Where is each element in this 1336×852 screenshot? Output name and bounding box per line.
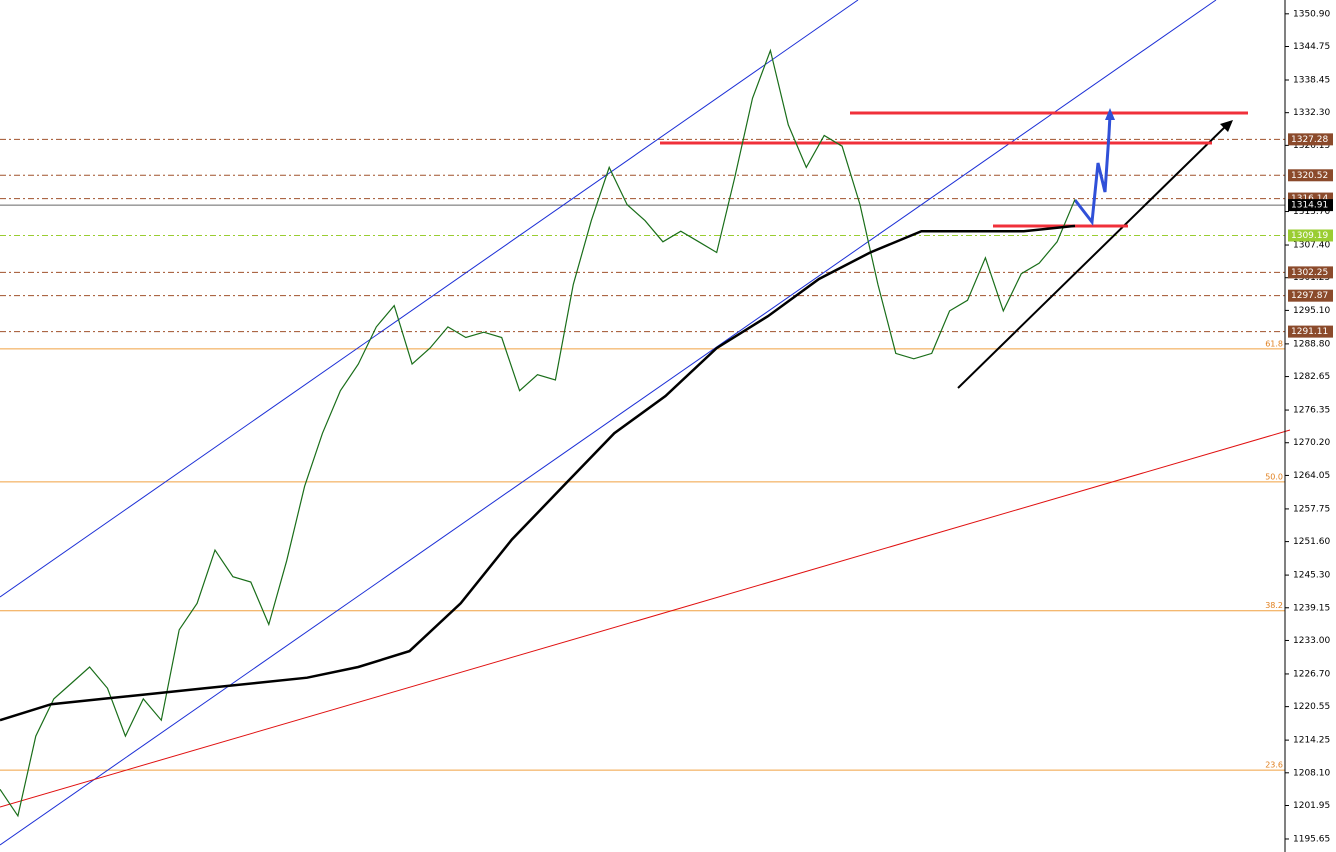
y-tick-label: 1239.15 (1293, 603, 1330, 613)
current-price-label: 1314.91 (1291, 201, 1328, 211)
fib-label: 50.0 (1265, 472, 1283, 481)
channel-line (0, 0, 1217, 846)
level-label: 1297.87 (1291, 291, 1328, 301)
y-tick-label: 1220.55 (1293, 702, 1330, 712)
y-tick-label: 1313.70 (1293, 207, 1330, 217)
level-label: 1302.25 (1291, 268, 1328, 278)
projection-arrow (1073, 114, 1112, 226)
y-tick-label: 1282.65 (1293, 372, 1330, 382)
level-box (1288, 133, 1333, 146)
y-tick-label: 1214.25 (1293, 736, 1330, 746)
y-tick-label: 1201.95 (1293, 801, 1330, 811)
y-tick-label: 1208.10 (1293, 768, 1330, 778)
y-tick-label: 1338.45 (1293, 75, 1330, 85)
trend-line (0, 429, 1291, 808)
y-tick-label: 1245.30 (1293, 571, 1330, 581)
level-label: 1309.19 (1291, 231, 1328, 241)
arrow-head (1220, 120, 1233, 132)
y-tick-label: 1270.20 (1293, 438, 1330, 448)
level-label: 1291.11 (1291, 327, 1328, 337)
level-label: 1316.14 (1291, 194, 1328, 204)
y-tick-label: 1195.65 (1293, 834, 1330, 844)
y-tick-label: 1350.90 (1293, 9, 1330, 19)
y-tick-label: 1307.40 (1293, 241, 1330, 251)
y-tick-label: 1332.30 (1293, 108, 1330, 118)
fib-label: 23.6 (1265, 761, 1283, 770)
level-box (1288, 266, 1333, 279)
fib-label: 38.2 (1265, 601, 1283, 610)
price-line (0, 48, 1076, 818)
level-label: 1327.28 (1291, 135, 1328, 145)
current-price-box (1288, 199, 1333, 212)
y-tick-label: 1295.10 (1293, 306, 1330, 316)
arrow-head (1105, 108, 1115, 120)
y-tick-label: 1326.15 (1293, 141, 1330, 151)
level-box (1288, 169, 1333, 182)
price-line (0, 224, 1076, 722)
y-tick-label: 1264.05 (1293, 471, 1330, 481)
level-box (1288, 229, 1333, 242)
level-label: 1320.52 (1291, 171, 1328, 181)
fib-label: 61.8 (1265, 339, 1283, 348)
y-tick-label: 1226.70 (1293, 669, 1330, 679)
drawings (0, 0, 1291, 846)
y-tick-label: 1257.75 (1293, 504, 1330, 514)
y-tick-label: 1288.80 (1293, 339, 1330, 349)
trend-line (957, 121, 1231, 389)
y-tick-label: 1251.60 (1293, 537, 1330, 547)
y-tick-label: 1276.35 (1293, 406, 1330, 416)
y-tick-label: 1233.00 (1293, 636, 1330, 646)
level-box (1288, 289, 1333, 302)
level-box (1288, 325, 1333, 338)
y-tick-label: 1344.75 (1293, 42, 1330, 52)
channel-line (0, 0, 859, 598)
